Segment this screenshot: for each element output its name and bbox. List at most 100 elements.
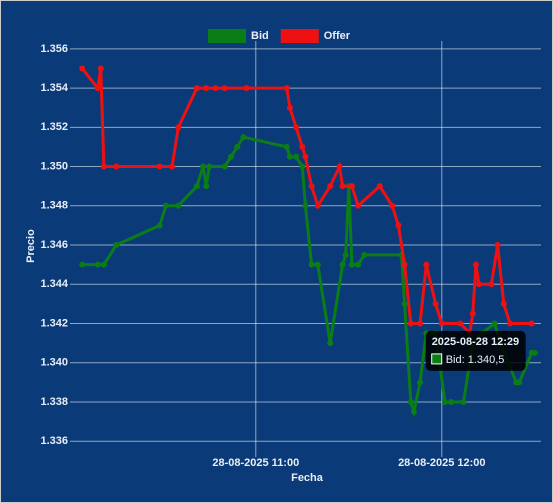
y-tick-label: 1.356 <box>40 43 68 55</box>
data-point <box>476 281 482 288</box>
data-point <box>200 163 207 170</box>
data-point <box>327 340 334 347</box>
x-tick-label: 28-08-2025 11:00 <box>212 457 299 469</box>
legend-swatch <box>280 29 319 43</box>
data-point <box>336 163 343 170</box>
data-point <box>94 85 101 92</box>
data-point <box>500 300 507 307</box>
y-tick-label: 1.338 <box>40 396 68 408</box>
legend-swatch <box>208 29 246 43</box>
data-point <box>507 320 513 327</box>
data-point <box>361 251 368 258</box>
y-tick-label: 1.348 <box>40 200 68 212</box>
data-point <box>203 85 210 92</box>
data-point <box>293 124 300 131</box>
data-point <box>438 320 445 327</box>
data-point <box>494 242 501 249</box>
data-point <box>100 163 107 170</box>
y-tick-label: 1.352 <box>40 121 68 133</box>
data-point <box>302 202 309 209</box>
data-point <box>348 183 355 190</box>
series-line <box>81 67 532 337</box>
data-point <box>432 300 439 307</box>
data-point <box>441 398 448 405</box>
data-point <box>113 163 120 170</box>
data-point <box>243 85 250 92</box>
data-point <box>376 183 383 190</box>
data-point <box>355 202 362 209</box>
data-point <box>395 222 402 229</box>
data-point <box>94 261 101 268</box>
data-point <box>162 202 169 209</box>
tooltip-label: Bid: 1.340,5 <box>446 354 505 366</box>
data-point <box>314 202 321 209</box>
data-point <box>460 398 467 405</box>
data-point <box>457 320 464 327</box>
data-point <box>423 261 430 268</box>
data-point <box>389 202 396 209</box>
data-point <box>417 379 424 386</box>
y-tick-label: 1.336 <box>40 435 68 447</box>
y-tick-label: 1.350 <box>40 160 68 172</box>
x-axis-label: Fecha <box>291 472 324 484</box>
data-point <box>234 143 241 150</box>
data-point <box>348 261 355 268</box>
data-point <box>531 349 538 356</box>
data-point <box>169 163 176 170</box>
data-point <box>221 85 228 92</box>
data-point <box>293 153 300 160</box>
data-point <box>448 398 455 405</box>
data-point <box>472 261 479 268</box>
data-point <box>156 222 163 229</box>
legend-label: Offer <box>324 30 351 42</box>
data-point <box>342 251 349 258</box>
x-tick-label: 28-08-2025 12:00 <box>398 457 485 469</box>
data-point <box>113 242 120 249</box>
data-point <box>240 134 247 141</box>
data-point <box>488 281 495 288</box>
data-point <box>283 143 290 150</box>
data-point <box>308 261 315 268</box>
data-point <box>491 320 498 327</box>
data-point <box>528 320 535 327</box>
tooltip: 2025-08-28 12:29 Bid: 1.340,5 <box>425 330 526 371</box>
data-point <box>97 65 104 72</box>
data-point <box>206 163 213 170</box>
y-tick-label: 1.342 <box>40 317 68 329</box>
legend-label: Bid <box>251 30 269 42</box>
data-point <box>193 183 200 190</box>
y-tick-label: 1.346 <box>40 239 68 251</box>
data-point <box>299 143 306 150</box>
tooltip-swatch <box>431 353 443 365</box>
data-point <box>339 183 346 190</box>
data-point <box>175 124 182 131</box>
y-tick-label: 1.354 <box>40 82 68 94</box>
data-point <box>469 310 476 317</box>
data-point <box>286 153 293 160</box>
y-tick-label: 1.340 <box>40 357 68 369</box>
data-point <box>401 261 408 268</box>
data-point <box>100 261 107 268</box>
data-point <box>156 163 163 170</box>
data-point <box>203 183 210 190</box>
data-point <box>193 85 200 92</box>
data-point <box>283 85 290 92</box>
data-point <box>410 408 417 415</box>
data-point <box>302 153 309 160</box>
data-point <box>175 202 182 209</box>
data-point <box>221 163 228 170</box>
data-point <box>286 104 293 111</box>
data-point <box>417 320 424 327</box>
data-point <box>327 183 334 190</box>
y-axis-label: Precio <box>25 229 37 263</box>
data-point <box>314 261 321 268</box>
data-point <box>79 65 86 72</box>
data-point <box>516 379 523 386</box>
y-tick-label: 1.344 <box>40 278 68 290</box>
tooltip-title: 2025-08-28 12:29 <box>432 336 519 348</box>
data-point <box>308 183 315 190</box>
data-point <box>407 320 414 327</box>
data-point <box>407 398 414 405</box>
